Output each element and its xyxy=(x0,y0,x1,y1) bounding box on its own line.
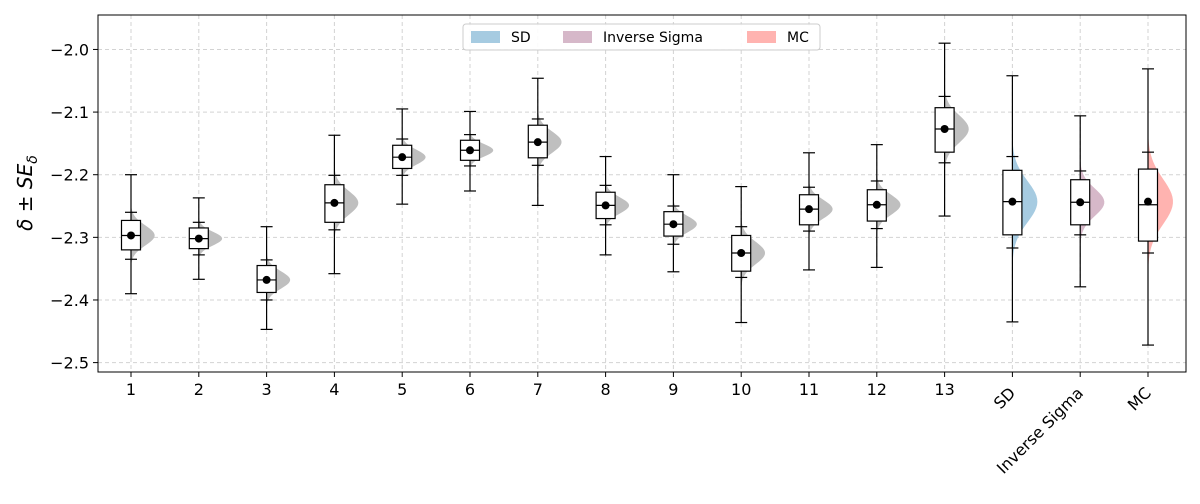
violin xyxy=(537,78,562,206)
mean-point xyxy=(1076,198,1085,207)
mean-point xyxy=(398,153,407,162)
violin xyxy=(1012,75,1038,322)
x-tick-label: 2 xyxy=(194,380,204,399)
x-tick-label: 1 xyxy=(126,380,136,399)
y-tick-label: −2.3 xyxy=(50,228,89,247)
x-tick-label: 7 xyxy=(533,380,543,399)
violin xyxy=(673,174,697,272)
axis-layer: −2.0−2.1−2.2−2.3−2.4−2.51 2 3 4 5 6 7 8 9 10 11 12 1… xyxy=(50,40,1155,477)
legend-swatch xyxy=(471,31,500,43)
y-tick-label: −2.2 xyxy=(50,166,89,185)
mean-point xyxy=(330,198,339,207)
violin xyxy=(1148,68,1173,346)
mean-point xyxy=(262,275,271,284)
y-axis-label: δ ± SEδ xyxy=(13,155,41,231)
violin xyxy=(131,174,155,294)
violin xyxy=(944,43,969,217)
mean-point xyxy=(601,201,610,210)
mean-point xyxy=(127,231,135,240)
mean-point xyxy=(1008,197,1017,206)
mean-point xyxy=(805,205,813,214)
x-tick-label: 3 xyxy=(262,380,272,399)
mean-point xyxy=(669,220,678,229)
legend-swatch xyxy=(563,31,592,43)
legend: SD Inverse Sigma MC xyxy=(462,23,821,51)
plot-layer xyxy=(120,42,1173,346)
legend-label: MC xyxy=(787,30,809,46)
violin xyxy=(470,111,494,191)
legend-label: SD xyxy=(511,30,531,46)
y-tick-label: −2.0 xyxy=(50,40,89,59)
mean-point xyxy=(737,249,746,257)
legend-swatch xyxy=(747,31,776,43)
violin xyxy=(198,197,223,280)
mean-point xyxy=(533,138,542,147)
x-tick-label: SD xyxy=(990,383,1019,412)
plot-frame xyxy=(97,14,1187,373)
x-tick-label: 9 xyxy=(668,380,678,399)
legend-label: Inverse Sigma xyxy=(603,30,703,46)
x-tick-label: 4 xyxy=(329,380,339,399)
violin xyxy=(334,135,359,274)
violin xyxy=(266,226,291,330)
violin xyxy=(876,144,901,268)
x-tick-label: 11 xyxy=(799,380,819,399)
violin xyxy=(809,152,833,270)
violin xyxy=(605,156,630,255)
x-tick-label: 8 xyxy=(601,380,611,399)
x-tick-label: 10 xyxy=(731,380,751,399)
mean-point xyxy=(194,234,203,243)
violin xyxy=(741,186,766,323)
x-tick-label: 13 xyxy=(934,380,954,399)
x-tick-label: MC xyxy=(1124,383,1155,414)
x-tick-label: 6 xyxy=(465,380,475,399)
x-tick-label: 12 xyxy=(867,380,887,399)
y-tick-label: −2.5 xyxy=(50,354,89,373)
violin xyxy=(402,108,426,205)
mean-point xyxy=(466,146,474,155)
legend-box xyxy=(462,23,821,51)
x-tick-label: 5 xyxy=(397,380,407,399)
y-tick-label: −2.4 xyxy=(50,291,89,310)
violin xyxy=(1080,115,1105,287)
y-tick-label: −2.1 xyxy=(50,103,89,122)
mean-point xyxy=(940,124,949,133)
mean-point xyxy=(872,200,881,209)
mean-point xyxy=(1144,197,1152,206)
